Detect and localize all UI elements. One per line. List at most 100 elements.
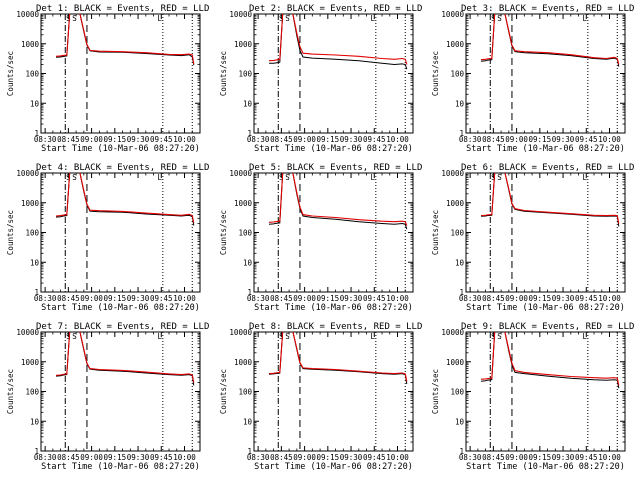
series-lld-line (480, 332, 620, 386)
y-axis-label: Counts/sec (219, 210, 228, 255)
y-tick-label: 10000 (229, 169, 252, 178)
bracket-marker-label: S (491, 14, 496, 23)
y-tick-label: 1000 (446, 358, 465, 367)
x-tick-label: 09:30 (127, 453, 150, 462)
x-tick-label: 08:45 (482, 135, 505, 144)
x-tick-label: 09:45 (363, 294, 386, 303)
x-tick-label: 10:00 (386, 294, 409, 303)
panel-6: Det 6: BLACK = Events, RED = LLD 1 10 100 10… (431, 163, 634, 313)
bracket-marker-label: L (157, 14, 162, 23)
y-tick-label: 100 (25, 70, 39, 79)
y-tick-label: 1000 (21, 40, 40, 49)
bracket-marker-label: S (279, 173, 284, 182)
x-tick-label: 08:45 (270, 294, 293, 303)
y-tick-label: 1 (34, 288, 39, 297)
bracket-marker-label: L (582, 332, 587, 341)
bracket-marker-label: S (72, 14, 77, 23)
x-tick-label: 09:30 (127, 294, 150, 303)
y-tick-label: 1000 (21, 358, 40, 367)
x-tick-label: 09:45 (575, 135, 598, 144)
bracket-marker-label: L (582, 173, 587, 182)
panel-title: Det 2: BLACK = Events, RED = LLD (249, 4, 422, 14)
x-tick-label: 08:30 (34, 453, 57, 462)
x-tick-label: 09:45 (363, 135, 386, 144)
x-tick-label: 09:15 (317, 294, 340, 303)
x-tick-label: 09:45 (363, 453, 386, 462)
bracket-marker-label: S (72, 332, 77, 341)
x-axis-label: Start Time (10-Mar-06 08:27:20) (466, 303, 625, 313)
bracket-marker-label: S (66, 14, 71, 23)
x-tick-label: 09:45 (575, 294, 598, 303)
y-axis-label: Counts/sec (6, 210, 15, 255)
y-axis-label: Counts/sec (219, 51, 228, 96)
panel-2: Det 2: BLACK = Events, RED = LLD 1 10 100 10… (219, 4, 422, 154)
panel-title: Det 7: BLACK = Events, RED = LLD (36, 322, 209, 332)
panel-title: Det 9: BLACK = Events, RED = LLD (461, 322, 634, 332)
y-tick-label: 1000 (234, 40, 253, 49)
x-tick-label: 09:15 (104, 135, 127, 144)
x-tick-label: 09:45 (575, 453, 598, 462)
y-tick-label: 1000 (234, 358, 253, 367)
y-axis-label: Counts/sec (431, 369, 440, 414)
x-tick-label: 09:00 (80, 294, 103, 303)
x-tick-label: 08:45 (270, 135, 293, 144)
y-tick-label: 10000 (16, 328, 39, 337)
series-events-line (480, 332, 620, 389)
x-axis-label: Start Time (10-Mar-06 08:27:20) (41, 144, 200, 154)
y-axis-label: Counts/sec (6, 51, 15, 96)
y-tick-label: 1 (459, 129, 464, 138)
x-tick-label: 09:00 (505, 135, 528, 144)
x-axis-label: Start Time (10-Mar-06 08:27:20) (41, 462, 200, 472)
bracket-marker-label: S (285, 173, 290, 182)
y-tick-label: 10000 (229, 328, 252, 337)
y-axis-label: Counts/sec (431, 210, 440, 255)
y-tick-label: 10000 (441, 328, 464, 337)
x-tick-label: 09:30 (340, 453, 363, 462)
x-tick-label: 08:30 (247, 294, 270, 303)
y-axis-label: Counts/sec (6, 369, 15, 414)
y-tick-label: 10000 (16, 169, 39, 178)
series-events-line (269, 14, 408, 70)
panel-title: Det 6: BLACK = Events, RED = LLD (461, 163, 634, 173)
y-tick-label: 10 (30, 258, 40, 267)
x-axis-label: Start Time (10-Mar-06 08:27:20) (254, 462, 413, 472)
panel-5: Det 5: BLACK = Events, RED = LLD 1 10 100 10… (219, 163, 422, 313)
y-axis-label: Counts/sec (219, 369, 228, 414)
y-tick-label: 100 (238, 229, 252, 238)
x-tick-label: 09:00 (505, 453, 528, 462)
y-tick-label: 10 (455, 99, 465, 108)
bracket-marker-label: L (157, 332, 162, 341)
x-tick-label: 09:45 (150, 135, 173, 144)
panel-3: Det 3: BLACK = Events, RED = LLD 1 10 100 10… (431, 4, 634, 154)
y-tick-label: 10000 (441, 10, 464, 19)
bracket-marker-label: S (285, 332, 290, 341)
series-lld-line (55, 14, 195, 64)
bracket-marker-label: S (72, 173, 77, 182)
x-tick-label: 09:30 (340, 294, 363, 303)
x-tick-label: 10:00 (173, 453, 196, 462)
x-tick-label: 08:45 (57, 294, 80, 303)
x-tick-label: 08:30 (247, 135, 270, 144)
bracket-marker-label: S (285, 14, 290, 23)
y-tick-label: 100 (450, 229, 464, 238)
x-tick-label: 08:45 (57, 453, 80, 462)
bracket-marker-label: S (66, 332, 71, 341)
panel-7: Det 7: BLACK = Events, RED = LLD 1 10 100 10… (6, 322, 209, 472)
x-tick-label: 09:45 (150, 294, 173, 303)
x-tick-label: 09:30 (340, 135, 363, 144)
y-tick-label: 1 (247, 129, 252, 138)
series-lld-line (55, 173, 195, 224)
x-tick-label: 08:30 (34, 135, 57, 144)
y-tick-label: 100 (450, 388, 464, 397)
x-tick-label: 10:00 (386, 135, 409, 144)
series-lld-line (480, 173, 620, 224)
y-tick-label: 10000 (229, 10, 252, 19)
panel-title: Det 8: BLACK = Events, RED = LLD (249, 322, 422, 332)
panel-title: Det 1: BLACK = Events, RED = LLD (36, 4, 209, 14)
panels-group: Det 1: BLACK = Events, RED = LLD11010010… (6, 4, 634, 472)
y-tick-label: 1000 (21, 199, 40, 208)
x-tick-label: 09:15 (529, 453, 552, 462)
y-tick-label: 1 (247, 447, 252, 456)
y-tick-label: 10 (455, 258, 465, 267)
